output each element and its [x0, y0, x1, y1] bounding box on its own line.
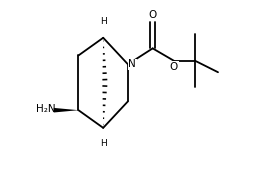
Text: N: N	[129, 59, 136, 69]
Text: H₂N: H₂N	[36, 104, 56, 114]
Text: H: H	[100, 139, 107, 148]
Text: O: O	[148, 10, 157, 20]
Text: H: H	[100, 17, 107, 26]
Polygon shape	[54, 108, 79, 112]
Text: O: O	[170, 62, 178, 72]
